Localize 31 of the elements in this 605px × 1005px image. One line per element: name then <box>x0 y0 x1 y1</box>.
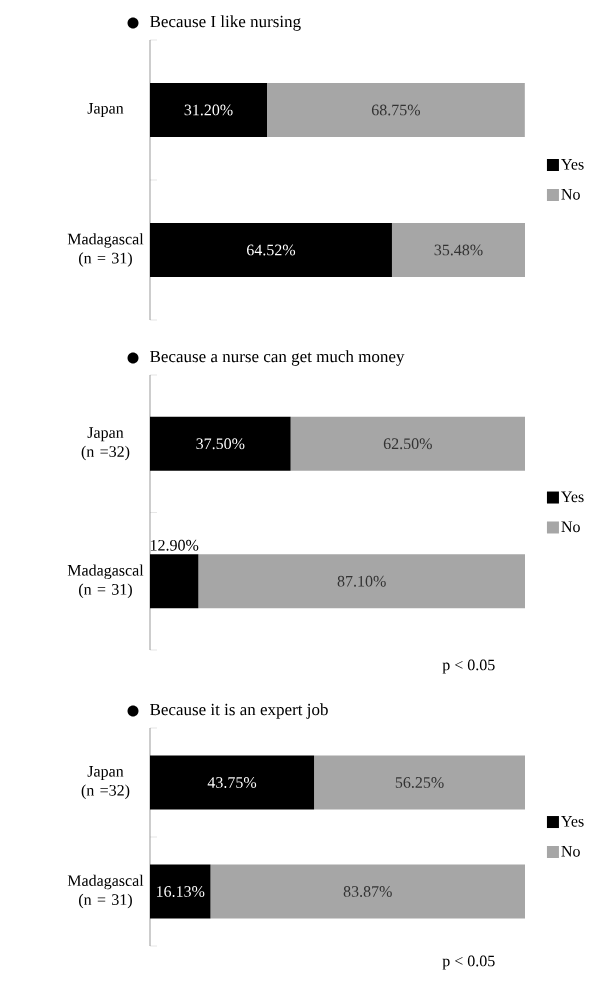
data-label: 68.75% <box>371 104 421 116</box>
data-label: 16.13% <box>156 886 205 897</box>
data-label: 56.25% <box>395 777 444 788</box>
text: p < 0.05 <box>442 955 495 970</box>
data-label: 37.50% <box>196 438 245 450</box>
legend-label: No <box>561 846 580 857</box>
bar <box>391 223 525 278</box>
legend-label: Yes <box>561 491 584 503</box>
legend-label: No <box>561 188 580 200</box>
text: p < 0.05 <box>442 659 495 674</box>
legend-label: Yes <box>561 816 584 827</box>
legend-label: Yes <box>561 159 584 170</box>
chart-title: Because I like nursing <box>150 15 301 31</box>
legend-label: No <box>561 521 580 533</box>
y-tick-label: Madagascal (n = 31) <box>67 874 144 909</box>
data-label: 62.50% <box>383 438 432 450</box>
data-label: 43.75% <box>207 777 257 788</box>
y-tick-label: Japan <box>87 103 124 117</box>
data-label: 12.90% <box>150 539 199 551</box>
data-label: 87.10% <box>337 575 386 587</box>
data-label: 31.20% <box>184 104 233 116</box>
data-label: 83.87% <box>343 886 392 897</box>
data-label: 64.52% <box>247 244 296 256</box>
y-tick-label: Madagascal (n = 31) <box>67 564 144 599</box>
y-tick-label: Japan (n =32) <box>81 427 130 461</box>
bar <box>267 83 525 137</box>
data-label: 35.48% <box>434 244 483 256</box>
chart-title: Because it is an expert job <box>150 703 328 719</box>
chart-title: Because a nurse can get much money <box>150 350 405 366</box>
y-tick-label: Japan (n =32) <box>81 766 130 799</box>
y-tick-label: Madagascal (n = 31) <box>67 233 144 267</box>
